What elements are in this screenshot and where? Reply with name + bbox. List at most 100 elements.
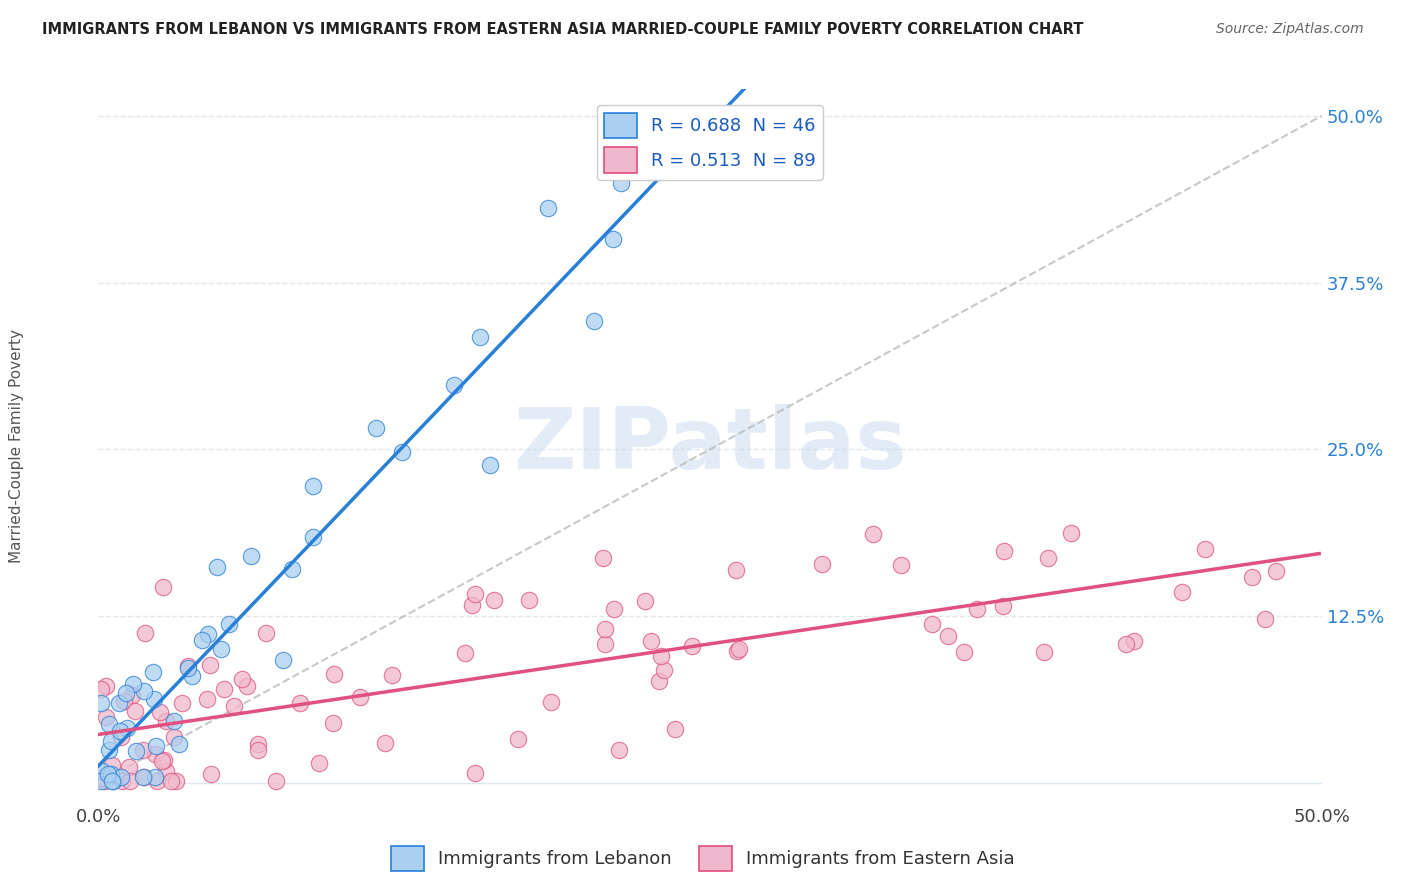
- Point: [155, 714, 177, 728]
- Point: [322, 716, 344, 731]
- Legend: Immigrants from Lebanon, Immigrants from Eastern Asia: Immigrants from Lebanon, Immigrants from…: [384, 838, 1022, 879]
- Point: [97, 767, 120, 781]
- Point: [1254, 612, 1277, 626]
- Point: [115, 722, 138, 736]
- Text: IMMIGRANTS FROM LEBANON VS IMMIGRANTS FROM EASTERN ASIA MARRIED-COUPLE FAMILY PO: IMMIGRANTS FROM LEBANON VS IMMIGRANTS FR…: [42, 22, 1084, 37]
- Point: [143, 747, 166, 761]
- Point: [1194, 541, 1216, 556]
- Point: [134, 625, 156, 640]
- Point: [1038, 550, 1060, 565]
- Point: [177, 659, 200, 673]
- Point: [602, 231, 624, 245]
- Point: [101, 774, 124, 789]
- Point: [163, 714, 186, 728]
- Point: [953, 645, 976, 659]
- Point: [506, 731, 529, 746]
- Point: [170, 696, 193, 710]
- Point: [464, 766, 486, 780]
- Point: [583, 314, 606, 328]
- Point: [966, 601, 988, 615]
- Point: [593, 622, 616, 636]
- Point: [100, 734, 122, 748]
- Point: [145, 739, 167, 753]
- Point: [461, 598, 484, 612]
- Point: [111, 774, 134, 789]
- Point: [218, 616, 240, 631]
- Text: Married-Couple Family Poverty: Married-Couple Family Poverty: [10, 329, 24, 563]
- Point: [209, 642, 232, 657]
- Point: [94, 774, 117, 789]
- Point: [96, 679, 118, 693]
- Point: [681, 639, 703, 653]
- Point: [517, 593, 540, 607]
- Point: [862, 527, 884, 541]
- Point: [90, 774, 112, 789]
- Point: [132, 742, 155, 756]
- Point: [266, 774, 288, 789]
- Point: [366, 421, 388, 435]
- Point: [149, 706, 172, 720]
- Point: [108, 696, 131, 710]
- Point: [131, 770, 153, 784]
- Point: [1170, 584, 1192, 599]
- Point: [254, 626, 277, 640]
- Point: [648, 674, 671, 689]
- Point: [146, 774, 169, 789]
- Point: [212, 681, 235, 696]
- Point: [1241, 570, 1264, 584]
- Point: [640, 633, 662, 648]
- Point: [160, 774, 183, 789]
- Point: [163, 730, 186, 744]
- Point: [921, 616, 943, 631]
- Point: [112, 694, 135, 708]
- Point: [94, 710, 117, 724]
- Point: [609, 176, 631, 190]
- Point: [118, 760, 141, 774]
- Point: [247, 743, 270, 757]
- Point: [90, 682, 112, 697]
- Point: [90, 696, 112, 710]
- Point: [468, 330, 491, 344]
- Point: [124, 704, 146, 718]
- Point: [101, 758, 124, 772]
- Point: [308, 756, 330, 771]
- Point: [155, 764, 177, 778]
- Point: [281, 561, 304, 575]
- Point: [205, 560, 228, 574]
- Point: [652, 664, 675, 678]
- Point: [198, 658, 221, 673]
- Point: [374, 735, 396, 749]
- Point: [167, 737, 190, 751]
- Point: [121, 688, 143, 702]
- Point: [290, 696, 312, 710]
- Point: [443, 377, 465, 392]
- Point: [97, 716, 120, 731]
- Point: [90, 771, 112, 785]
- Text: ZIPatlas: ZIPatlas: [513, 404, 907, 488]
- Point: [246, 737, 269, 751]
- Point: [150, 754, 173, 768]
- Point: [100, 767, 122, 781]
- Point: [478, 458, 501, 472]
- Point: [664, 722, 686, 736]
- Point: [603, 602, 626, 616]
- Point: [1115, 637, 1137, 651]
- Point: [110, 730, 132, 744]
- Point: [349, 690, 371, 704]
- Point: [195, 692, 218, 706]
- Point: [936, 630, 959, 644]
- Point: [381, 667, 404, 681]
- Point: [143, 692, 166, 706]
- Point: [181, 668, 204, 682]
- Legend: R = 0.688  N = 46, R = 0.513  N = 89: R = 0.688 N = 46, R = 0.513 N = 89: [598, 105, 823, 180]
- Point: [235, 679, 257, 693]
- Point: [464, 587, 486, 601]
- Point: [1059, 526, 1081, 541]
- Point: [101, 774, 124, 789]
- Point: [118, 774, 141, 789]
- Point: [132, 684, 155, 698]
- Point: [727, 641, 749, 656]
- Point: [91, 764, 114, 778]
- Point: [650, 648, 672, 663]
- Point: [725, 563, 748, 577]
